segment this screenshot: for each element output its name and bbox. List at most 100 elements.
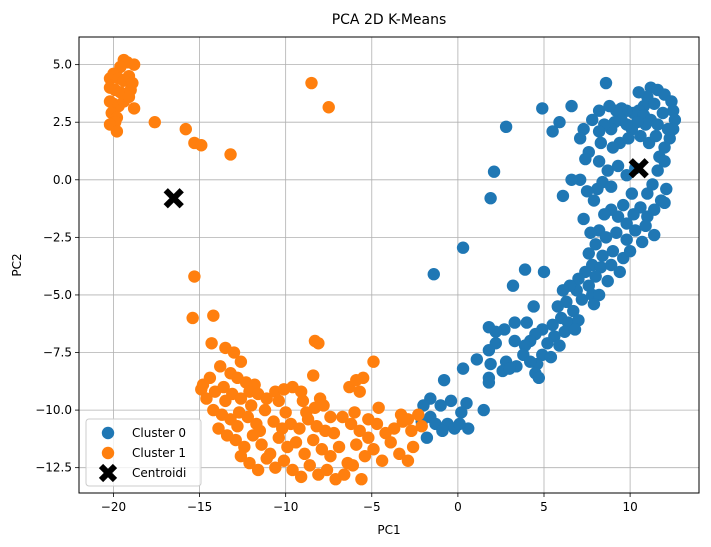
data-point [565,173,578,186]
data-point [179,122,192,136]
data-point [482,376,496,389]
data-point [367,443,380,456]
centroid-marker [628,158,649,179]
data-point [648,228,661,242]
data-point [251,463,265,477]
data-point [332,440,346,454]
data-point [594,261,608,274]
data-point [584,226,597,239]
data-point [258,403,272,417]
data-point [387,422,401,435]
data-point [622,132,635,145]
data-point [470,353,484,366]
data-points [103,53,682,486]
data-point [401,413,415,426]
data-point [324,410,337,424]
data-point [503,362,516,375]
data-point [663,132,676,145]
data-point [484,357,497,371]
data-point [417,399,430,412]
legend-label: Centroidi [132,466,186,480]
data-point [353,424,366,438]
data-point [436,424,449,438]
data-point [575,293,589,306]
data-point [269,461,282,474]
legend-label: Cluster 1 [132,446,186,460]
data-point [255,438,268,451]
data-point [665,95,678,108]
data-point [596,249,609,262]
data-point [393,447,406,461]
data-point [234,392,248,405]
data-point [520,316,533,329]
data-point [598,208,611,221]
data-point [508,316,521,329]
data-point [599,76,613,90]
data-point [312,337,325,350]
data-point [303,459,316,472]
data-point [217,380,230,394]
data-point [508,334,521,348]
data-point [568,323,582,336]
x-tick-label: −10 [273,500,298,514]
data-point [553,116,566,129]
data-point [639,219,652,233]
data-point [327,426,341,440]
data-point [243,456,256,470]
data-point [367,355,380,368]
data-point [544,350,558,364]
data-point [604,180,618,193]
chart-title: PCA 2D K-Means [332,12,447,28]
data-point [260,392,273,405]
data-point [406,440,420,454]
data-point [506,279,520,292]
centroid-marker [163,188,184,209]
x-tick-label: 10 [622,500,637,514]
data-point [592,125,606,138]
y-tick-label: −5.0 [43,288,72,302]
data-point [587,297,601,311]
data-point [231,420,244,433]
x-tick-label: −20 [101,500,126,514]
legend-marker [101,426,115,440]
data-point [658,196,671,210]
data-point [573,173,587,186]
data-point [546,318,559,332]
data-point [415,420,428,433]
data-point [537,265,551,279]
data-point [224,148,237,161]
data-point [573,132,587,145]
data-point [200,392,213,405]
data-point [648,97,661,110]
data-point [455,406,468,419]
x-axis-title: PC1 [377,523,400,537]
data-point [617,198,630,212]
data-point [620,168,633,182]
data-point [350,438,363,451]
data-point [592,155,606,168]
data-point [307,433,320,447]
data-point [656,106,670,120]
data-point [272,394,285,408]
data-point [651,118,664,131]
data-point [532,371,546,385]
data-point [572,272,585,286]
data-point [195,139,208,152]
data-point [599,231,613,244]
data-point [375,454,389,467]
data-point [580,185,594,198]
data-point [229,433,242,447]
series-2 [163,158,649,209]
data-point [456,241,470,254]
data-point [453,417,466,431]
data-point [629,224,642,237]
series-1 [103,53,428,486]
data-point [296,394,310,408]
data-point [567,304,580,318]
data-point [362,413,375,426]
data-point [355,472,368,486]
data-point [606,141,620,154]
data-point [336,410,349,424]
